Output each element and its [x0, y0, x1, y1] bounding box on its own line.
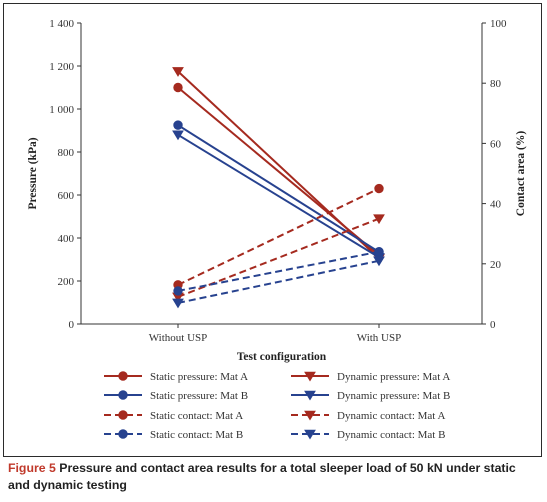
- legend-label: Dynamic contact: Mat A: [337, 410, 445, 422]
- legend-entry: Static contact: Mat A: [104, 410, 243, 422]
- axes: 0 200 400 600 800 1 000 1 200 1 400 0 20 40 60 80 100…: [27, 18, 527, 363]
- y-tick-label-right: 80: [490, 78, 502, 90]
- legend-swatch-marker: [118, 390, 128, 400]
- caption-text: Pressure and contact area results for a …: [8, 461, 516, 492]
- legend-swatch-marker: [304, 429, 316, 440]
- data-point: [172, 298, 184, 309]
- legend-label: Static pressure: Mat A: [150, 371, 248, 383]
- y-tick-label-right: 60: [490, 138, 502, 150]
- data-point: [373, 214, 385, 225]
- x-axis-title: Test configuration: [237, 351, 327, 363]
- data-point: [172, 130, 184, 141]
- y-tick-label-right: 0: [490, 319, 496, 331]
- series-line: [177, 70, 380, 260]
- series-6: [173, 247, 384, 296]
- y-tick-label-left: 600: [58, 190, 75, 202]
- series-line: [177, 133, 380, 259]
- series-5: [172, 214, 385, 303]
- legend-swatch-marker: [304, 371, 316, 382]
- data-point: [373, 256, 385, 267]
- legend-entry: Static contact: Mat B: [104, 429, 243, 441]
- x-tick-label: With USP: [357, 332, 401, 344]
- legend-label: Static pressure: Mat B: [150, 390, 248, 402]
- y-tick-label-left: 1 200: [49, 61, 74, 73]
- legend-entry: Dynamic pressure: Mat B: [291, 390, 450, 402]
- legend-label: Static contact: Mat B: [150, 429, 243, 441]
- series-line: [177, 259, 380, 304]
- legend-swatch-marker: [118, 429, 128, 439]
- legend-swatch-marker: [304, 390, 316, 401]
- legend-entry: Dynamic pressure: Mat A: [291, 371, 450, 383]
- data-point: [374, 183, 384, 194]
- chart: 0 200 400 600 800 1 000 1 200 1 400 0 20 40 60 80 100…: [27, 18, 527, 441]
- legend-label: Dynamic pressure: Mat B: [337, 390, 450, 402]
- y-tick-label-right: 20: [490, 259, 502, 271]
- legend-swatch-marker: [304, 410, 316, 421]
- y-tick-label-right: 100: [490, 18, 507, 30]
- series-line: [177, 124, 380, 253]
- series-line: [177, 187, 380, 286]
- legend-swatch-marker: [118, 371, 128, 381]
- data-point: [173, 120, 183, 130]
- y-tick-label-left: 1 000: [49, 104, 74, 116]
- legend-label: Static contact: Mat A: [150, 410, 243, 422]
- y-tick-label-left: 400: [58, 233, 75, 245]
- y-tick-label-right: 40: [490, 199, 502, 211]
- series-line: [177, 250, 380, 292]
- series-1: [172, 67, 385, 264]
- series-lines: [172, 67, 385, 309]
- x-tick-label: Without USP: [149, 332, 208, 344]
- data-point: [172, 67, 184, 77]
- data-point: [173, 82, 183, 93]
- legend-swatch-marker: [118, 410, 128, 420]
- data-point: [173, 286, 183, 296]
- series-3: [172, 130, 385, 263]
- legend-entry: Static pressure: Mat B: [104, 390, 248, 402]
- y-tick-label-left: 200: [58, 276, 75, 288]
- legend-entry: Dynamic contact: Mat A: [291, 410, 445, 422]
- y-axis-title-left: Pressure (kPa): [27, 137, 39, 209]
- caption-label: Figure 5: [8, 461, 56, 475]
- figure-caption: Figure 5 Pressure and contact area resul…: [8, 460, 538, 494]
- figure-frame: 0 200 400 600 800 1 000 1 200 1 400 0 20 40 60 80 100…: [3, 3, 542, 457]
- y-axis-title-right: Contact area (%): [515, 131, 527, 217]
- series-7: [172, 256, 385, 309]
- legend-label: Dynamic contact: Mat B: [337, 429, 445, 441]
- data-point: [374, 247, 384, 257]
- y-tick-label-left: 1 400: [49, 18, 74, 30]
- legend-entry: Static pressure: Mat A: [104, 371, 248, 383]
- legend: Static pressure: Mat A Dynamic pressure: …: [104, 371, 450, 441]
- y-tick-label-left: 0: [69, 319, 75, 331]
- y-tick-label-left: 800: [58, 147, 75, 159]
- legend-label: Dynamic pressure: Mat A: [337, 371, 450, 383]
- legend-entry: Dynamic contact: Mat B: [291, 429, 445, 441]
- series-4: [173, 183, 384, 290]
